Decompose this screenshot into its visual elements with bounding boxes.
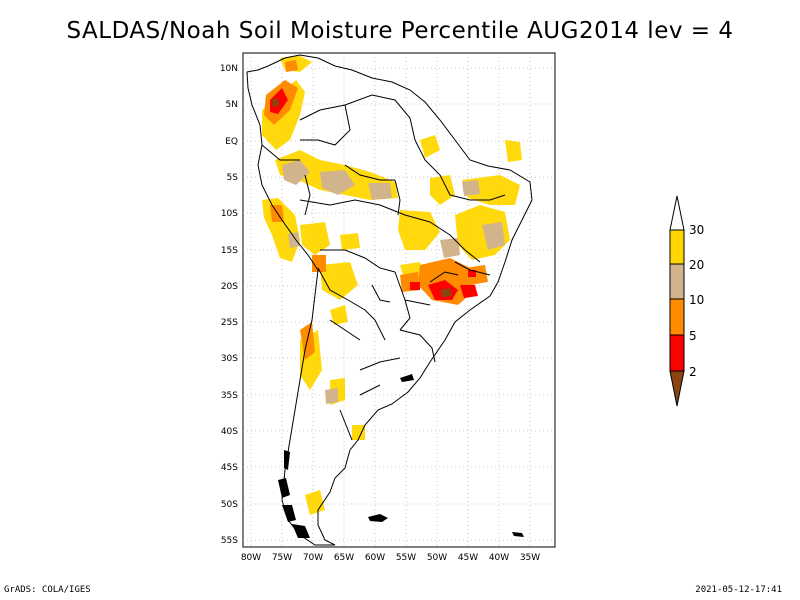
lat-tick-label: 5N bbox=[226, 100, 238, 110]
lon-tick-label: 40W bbox=[489, 553, 509, 563]
percentile-shading bbox=[262, 55, 522, 515]
lon-tick-label: 50W bbox=[427, 553, 447, 563]
lat-tick-label: 15S bbox=[221, 246, 238, 256]
lon-tick-label: 55W bbox=[396, 553, 416, 563]
colorbar-label: 5 bbox=[689, 329, 697, 343]
lon-tick-label: 35W bbox=[520, 553, 540, 563]
lon-tick-label: 80W bbox=[241, 553, 261, 563]
lon-tick-label: 45W bbox=[458, 553, 478, 563]
lat-tick-label: 5S bbox=[227, 173, 239, 183]
lat-tick-label: 10S bbox=[221, 209, 238, 219]
lat-tick-labels: 10N 5N EQ 5S 10S 15S 20S 25S 30S 35S 40S… bbox=[220, 64, 238, 546]
colorbar-labels: 30 20 10 5 2 bbox=[689, 223, 704, 379]
coastlines-borders bbox=[246, 54, 533, 546]
colorbar-swatch bbox=[669, 334, 685, 372]
lat-tick-label: 40S bbox=[221, 427, 238, 437]
colorbar-swatch bbox=[669, 263, 685, 300]
lat-tick-label: 10N bbox=[220, 64, 238, 74]
map-title: SALDAS/Noah Soil Moisture Percentile AUG… bbox=[66, 18, 734, 44]
footer-credit: GrADS: COLA/IGES bbox=[4, 585, 91, 595]
lat-tick-label: 25S bbox=[221, 318, 238, 328]
lon-tick-label: 70W bbox=[303, 553, 323, 563]
lon-tick-label: 75W bbox=[272, 553, 292, 563]
continent-outline bbox=[246, 54, 533, 546]
lon-tick-labels: 80W 75W 70W 65W 60W 55W 50W 45W 40W 35W bbox=[241, 553, 540, 563]
map-frame bbox=[242, 52, 556, 548]
lat-tick-label: 45S bbox=[221, 463, 238, 473]
colorbar-label: 10 bbox=[689, 293, 704, 307]
lat-tick-label: 50S bbox=[221, 500, 238, 510]
colorbar bbox=[669, 195, 685, 407]
lat-tick-label: 30S bbox=[221, 354, 238, 364]
colorbar-label: 30 bbox=[689, 223, 704, 237]
colorbar-swatch bbox=[669, 229, 685, 265]
colorbar-label: 2 bbox=[689, 365, 697, 379]
colorbar-swatch bbox=[669, 298, 685, 336]
lat-tick-label: EQ bbox=[225, 137, 238, 147]
lon-tick-label: 65W bbox=[334, 553, 354, 563]
lon-tick-label: 60W bbox=[365, 553, 385, 563]
footer-timestamp: 2021-05-12-17:41 bbox=[695, 585, 782, 595]
colorbar-bottom-arrow bbox=[669, 370, 685, 407]
lat-tick-label: 55S bbox=[221, 536, 238, 546]
colorbar-top-arrow bbox=[669, 195, 685, 231]
chile-fjords bbox=[278, 450, 310, 538]
lat-tick-label: 35S bbox=[221, 391, 238, 401]
islands bbox=[368, 374, 524, 537]
colorbar-label: 20 bbox=[689, 258, 704, 272]
lat-tick-label: 20S bbox=[221, 282, 238, 292]
